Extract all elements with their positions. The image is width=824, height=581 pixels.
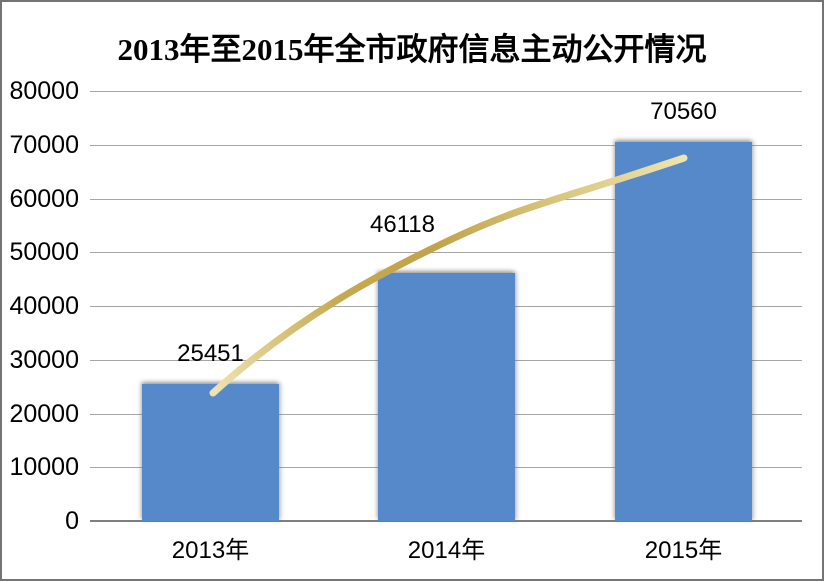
chart-title: 2013年至2015年全市政府信息主动公开情况: [117, 32, 707, 67]
x-category-label: 2013年: [171, 537, 250, 564]
y-tick-label: 80000: [9, 77, 79, 105]
x-category-label: 2015年: [644, 537, 723, 564]
y-tick-label: 60000: [9, 184, 79, 213]
bar-2014年: [378, 273, 515, 521]
bar-2013年: [142, 384, 279, 521]
x-axis-line: [90, 520, 802, 522]
data-label: 46118: [370, 211, 435, 239]
x-category-label: 2014年: [407, 537, 486, 564]
y-tick-label: 0: [65, 507, 79, 535]
y-tick-label: 20000: [9, 399, 79, 428]
y-tick-label: 30000: [9, 345, 79, 374]
data-label: 70560: [650, 97, 717, 125]
y-tick-label: 50000: [9, 238, 79, 267]
y-tick-label: 10000: [9, 453, 79, 482]
y-tick-label: 40000: [9, 292, 79, 320]
y-tick-label: 70000: [9, 130, 79, 159]
gridline: [90, 91, 802, 92]
bar-2015年: [615, 141, 752, 521]
gridline: [90, 144, 802, 146]
data-label: 25451: [177, 340, 244, 368]
